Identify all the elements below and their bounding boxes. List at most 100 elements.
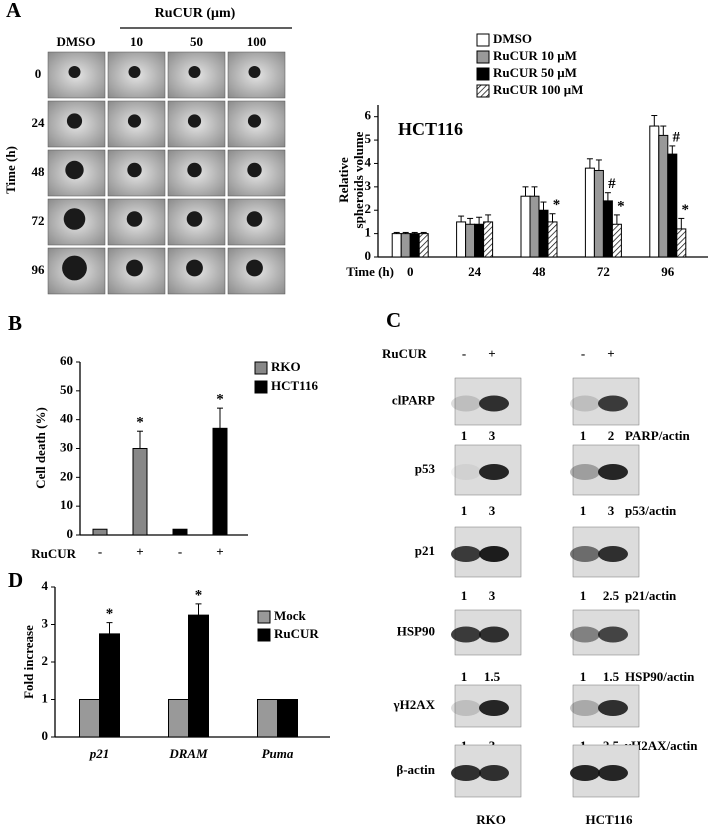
column-label: DMSO (57, 34, 96, 49)
legend-swatch (476, 50, 490, 64)
treatment-label: RuCUR (382, 346, 427, 361)
spheroid (246, 211, 263, 227)
y-tick-label: 4 (365, 154, 372, 169)
ratio-label: p21/actin (625, 588, 677, 603)
spheroid (186, 211, 203, 227)
bar (667, 153, 678, 258)
error-bar (485, 214, 492, 222)
y-axis-label: Fold increase (21, 625, 36, 699)
y-tick-label: 60 (60, 353, 73, 368)
x-tick-label: p21 (89, 746, 110, 761)
blot-image (572, 684, 640, 728)
y-tick-label: 1 (42, 690, 49, 705)
ratio-value: 1 (461, 428, 468, 443)
blot-label: clPARP (392, 392, 435, 407)
ratio-value: 1 (461, 503, 468, 518)
error-bar (613, 214, 620, 225)
bar (593, 169, 604, 258)
blot-label: β-actin (396, 762, 435, 777)
bar (611, 223, 622, 258)
significance-mark: * (216, 392, 224, 408)
blot-band (451, 464, 481, 480)
chart-annotation: HCT116 (398, 119, 463, 139)
legend-label: RuCUR (274, 626, 319, 641)
bar (79, 699, 100, 738)
legend-label: RuCUR 100 μM (493, 82, 583, 97)
significance-mark: * (106, 606, 114, 622)
spheroid (187, 114, 202, 128)
legend-label: HCT116 (271, 378, 318, 393)
condition-label: + (488, 346, 495, 361)
y-axis-label: Cell death (%) (33, 407, 48, 489)
x-tick-label: + (216, 544, 223, 559)
significance-mark: # (608, 176, 616, 192)
error-bar (651, 115, 658, 127)
y-tick-label: 40 (60, 411, 73, 426)
legend-swatch (257, 610, 271, 624)
error-bar (604, 192, 611, 201)
blot-band (451, 546, 481, 562)
bar (418, 233, 429, 258)
y-tick-label: 20 (60, 468, 73, 483)
blot-band (451, 626, 481, 643)
row-label: 48 (32, 164, 46, 179)
ratio-value: 1 (461, 588, 468, 603)
bar (520, 195, 531, 258)
error-bar (420, 231, 427, 234)
blot-band (598, 765, 628, 781)
blot-band (570, 765, 600, 781)
blot-band (570, 464, 600, 480)
blot-band (598, 464, 628, 480)
y-tick-label: 2 (365, 201, 372, 216)
ratio-value: 1 (580, 669, 587, 684)
bar (188, 614, 209, 738)
error-bar (595, 159, 602, 171)
significance-mark: # (673, 129, 681, 145)
panel-label: C (386, 308, 401, 332)
bar (602, 200, 613, 258)
bar (658, 134, 669, 258)
x-tick-label: 72 (597, 264, 610, 279)
x-tick-label: 96 (661, 264, 675, 279)
bar (132, 448, 148, 536)
ratio-value: 2.5 (603, 588, 620, 603)
error-bar (402, 231, 409, 234)
spheroid (128, 66, 141, 78)
ratio-label: HSP90/actin (625, 669, 695, 684)
blot-band (479, 765, 509, 781)
blot-band (479, 464, 509, 480)
spheroid (126, 259, 143, 277)
bar (547, 221, 558, 258)
column-header: RuCUR (μm) (155, 6, 236, 21)
bar (92, 528, 108, 536)
spheroid (65, 160, 84, 180)
bar (391, 233, 402, 258)
ratio-value: 1 (580, 588, 587, 603)
ratio-value: 1.5 (484, 669, 501, 684)
y-tick-label: 6 (365, 108, 372, 123)
legend-swatch (254, 380, 268, 394)
bar (409, 233, 420, 258)
row-label: 72 (32, 213, 45, 228)
condition-label: - (462, 346, 466, 361)
blot-band (479, 546, 509, 562)
legend-label: RuCUR 10 μM (493, 48, 577, 63)
y-tick-label: 3 (42, 615, 49, 630)
error-bar (195, 603, 202, 616)
column-label: 100 (247, 34, 267, 49)
blot-band (451, 765, 481, 781)
column-label: 50 (190, 34, 203, 49)
y-tick-label: 2 (42, 653, 49, 668)
spheroid (68, 66, 81, 78)
x-tick-label: - (178, 544, 182, 559)
legend-swatch (476, 67, 490, 81)
blot-label: p21 (415, 543, 435, 558)
spheroid-image (227, 198, 286, 246)
blot-label: HSP90 (397, 623, 435, 638)
x-tick-label: 24 (468, 264, 482, 279)
y-tick-label: 50 (60, 382, 73, 397)
blot-band (570, 546, 600, 562)
ratio-value: 1 (580, 503, 587, 518)
blot-band (598, 626, 628, 643)
x-tick-label: 0 (407, 264, 414, 279)
